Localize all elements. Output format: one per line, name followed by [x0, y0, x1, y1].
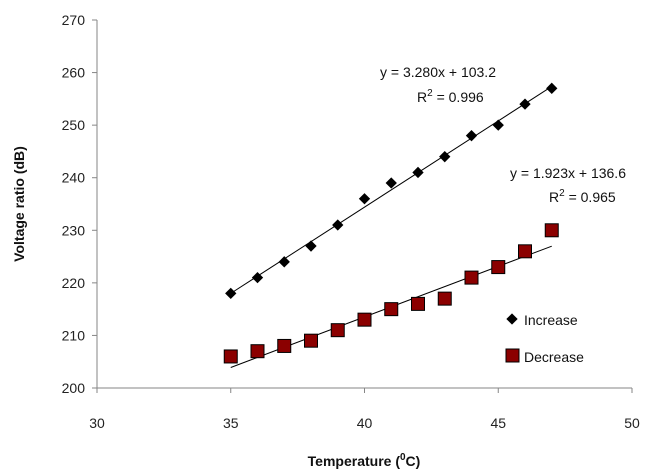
data-point-decrease	[223, 349, 238, 364]
y-tick-label: 210	[62, 327, 86, 343]
trendline-equation-decrease: y = 1.923x + 136.6 R2 = 0.965	[510, 165, 626, 205]
data-point-increase	[225, 287, 237, 300]
y-tick-label: 270	[62, 12, 86, 28]
x-tick-label: 30	[89, 415, 105, 431]
y-axis-title: Voltage ratio (dB)	[11, 146, 27, 262]
y-tick-label: 230	[62, 222, 86, 238]
data-point-increase	[439, 151, 451, 163]
r2-increase: R2 = 0.996	[417, 88, 484, 105]
legend-label-increase: Increase	[524, 312, 578, 328]
x-axis-title: Temperature (0C)	[308, 452, 421, 469]
data-point-decrease	[411, 296, 425, 311]
r2-decrease: R2 = 0.965	[549, 188, 616, 205]
data-point-increase	[358, 193, 371, 205]
data-point-increase	[519, 98, 531, 110]
data-point-decrease	[250, 344, 265, 359]
legend-item-increase: Increase	[506, 312, 578, 328]
y-tick-label: 260	[62, 65, 86, 81]
data-point-increase	[546, 82, 558, 94]
data-point-increase	[465, 130, 478, 142]
data-point-decrease	[304, 333, 318, 348]
equation-decrease: y = 1.923x + 136.6	[510, 165, 626, 181]
axis-ticks: 200 210 220 230 240 250 260 270 30 35 40 45 50	[62, 12, 640, 431]
data-point-decrease	[330, 323, 345, 338]
y-tick-label: 250	[62, 117, 86, 133]
x-tick-label: 40	[357, 415, 373, 431]
y-tick-label: 240	[62, 170, 86, 186]
y-tick-label: 220	[62, 275, 86, 291]
data-point-increase	[278, 256, 290, 268]
data-point-decrease	[357, 312, 372, 327]
equation-increase: y = 3.280x + 103.2	[380, 64, 496, 80]
data-points	[223, 82, 559, 364]
data-point-increase	[385, 177, 397, 189]
trendline-equation-increase: y = 3.280x + 103.2 R2 = 0.996	[380, 64, 496, 105]
x-tick-label: 35	[223, 415, 239, 431]
legend-item-decrease: Decrease	[505, 348, 584, 365]
data-point-increase	[305, 240, 317, 252]
data-point-increase	[332, 219, 344, 231]
data-point-decrease	[277, 338, 292, 353]
y-tick-label: 200	[62, 380, 86, 396]
legend-marker-increase	[506, 313, 518, 325]
data-point-decrease	[544, 223, 559, 238]
data-point-increase	[251, 271, 264, 284]
x-tick-label: 50	[624, 415, 640, 431]
data-point-increase	[492, 119, 504, 131]
trendlines	[230, 86, 553, 368]
data-point-increase	[412, 166, 424, 179]
data-point-decrease	[518, 244, 532, 259]
data-point-decrease	[464, 270, 479, 285]
legend-label-decrease: Decrease	[524, 349, 584, 365]
data-point-decrease	[437, 291, 452, 306]
data-point-decrease	[384, 302, 399, 317]
legend-marker-decrease	[505, 348, 520, 363]
x-tick-label: 45	[490, 415, 506, 431]
data-point-decrease	[491, 260, 506, 275]
legend: Increase Decrease	[505, 312, 584, 365]
